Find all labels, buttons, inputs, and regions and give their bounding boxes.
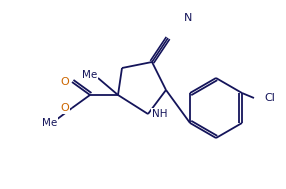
Text: Cl: Cl bbox=[265, 93, 275, 103]
Text: N: N bbox=[184, 13, 192, 23]
Text: NH: NH bbox=[152, 109, 168, 119]
Text: Me: Me bbox=[82, 70, 98, 80]
Text: O: O bbox=[61, 77, 69, 87]
Text: Me: Me bbox=[42, 118, 57, 128]
Text: O: O bbox=[61, 103, 69, 113]
